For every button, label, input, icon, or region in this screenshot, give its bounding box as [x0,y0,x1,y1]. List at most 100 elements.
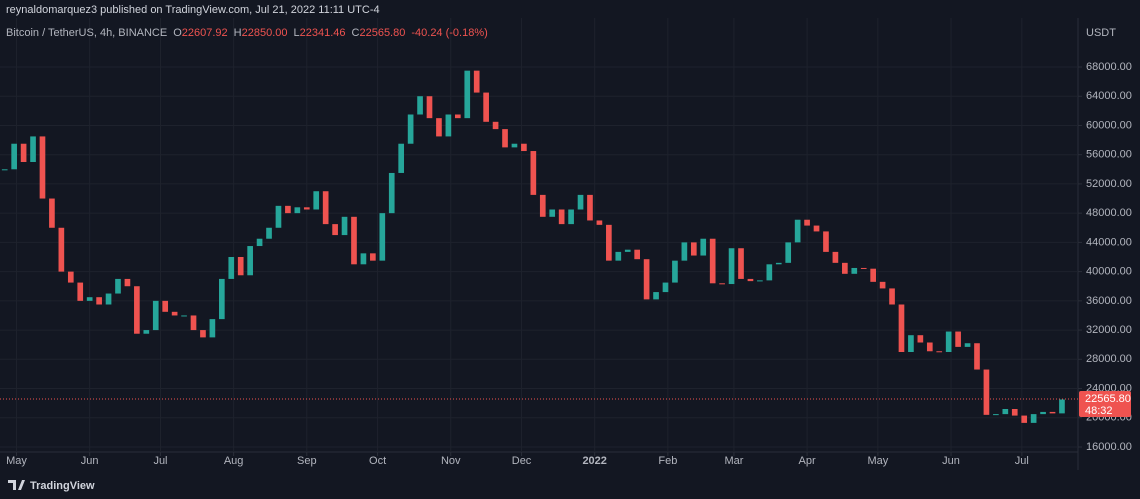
candle [1,169,8,171]
candle [511,143,518,148]
candle [832,251,839,263]
y-tick-label: 48000.00 [1086,207,1132,219]
candle [624,249,631,252]
candle [700,238,707,256]
candle [747,278,754,282]
candle [303,207,310,210]
x-tick-label: May [6,455,27,467]
candle [483,92,489,122]
candle [200,330,206,338]
readout-value: 22565.80 [359,27,405,39]
candle [823,231,829,252]
candle [983,369,990,415]
candle [738,248,744,279]
x-tick-label: Apr [799,455,816,467]
candle [473,70,480,93]
y-tick-label: 56000.00 [1086,149,1132,161]
candle [842,262,848,274]
candle [1002,409,1009,415]
candle [1021,415,1028,423]
candle [360,253,367,265]
candle [58,227,65,272]
y-tick-label: 44000.00 [1086,236,1132,248]
candle [851,267,858,274]
x-tick-label: Oct [369,455,386,467]
candle [530,151,537,195]
candle [426,96,433,119]
candle [1030,414,1037,423]
x-tick-label: 2022 [582,455,606,467]
candle [955,331,961,347]
candle [898,304,905,353]
candle [332,224,338,236]
candle [398,143,405,173]
candle [681,242,688,261]
candle [20,143,27,162]
y-tick-label: 36000.00 [1086,295,1132,307]
candle [152,300,159,331]
candle [662,282,669,293]
candle [568,209,574,225]
candle [917,335,924,343]
candle [908,335,914,353]
candle [115,278,121,294]
candle [672,260,678,283]
candle [587,194,593,221]
axis-unit: USDT [1086,27,1116,39]
candle [464,70,471,119]
readout-value: 22341.46 [300,27,346,39]
x-tick-label: Jul [153,455,167,467]
candle [766,264,773,281]
candle [889,288,895,305]
countdown: 48:32 [1085,405,1113,417]
candle [454,114,461,119]
candle [49,198,55,228]
y-tick-label: 40000.00 [1086,266,1132,278]
candle [143,330,150,334]
candle [1049,411,1056,414]
candle [162,300,169,312]
candle [945,331,952,353]
candle [77,282,84,301]
candle [1040,411,1046,415]
candle [237,256,244,276]
candle [247,246,253,276]
readout-value: 22850.00 [242,27,288,39]
candle [653,292,659,300]
candle [794,219,801,243]
candle [492,121,499,130]
candle [228,256,235,279]
candle [709,238,716,284]
candle [275,205,282,228]
candle [209,319,216,338]
candle [719,283,725,285]
candle [171,311,178,316]
x-tick-label: Jun [942,455,960,467]
y-tick-label: 68000.00 [1086,61,1132,73]
last-price-tag [1079,391,1131,418]
symbol: Bitcoin / TetherUS, 4h, BINANCE [6,27,167,39]
candle [1059,399,1065,414]
candle [615,251,622,261]
x-tick-label: Jul [1015,455,1029,467]
publisher-line: reynaldomarquez3 published on TradingVie… [6,4,380,16]
candle [256,238,263,247]
candle [775,262,782,265]
candle [879,281,886,289]
readout-key: C [352,27,360,39]
candle [285,205,291,214]
x-tick-label: Mar [724,455,743,467]
last-price-label: 22565.80 [1085,393,1131,405]
candle [341,216,348,236]
candle [643,259,650,300]
candle [322,191,329,225]
candle [502,129,508,148]
candle [757,280,763,282]
candle [1011,409,1018,416]
x-tick-label: Nov [441,455,461,467]
x-tick-label: Dec [512,455,532,467]
candle [313,191,320,210]
candle [577,194,584,210]
